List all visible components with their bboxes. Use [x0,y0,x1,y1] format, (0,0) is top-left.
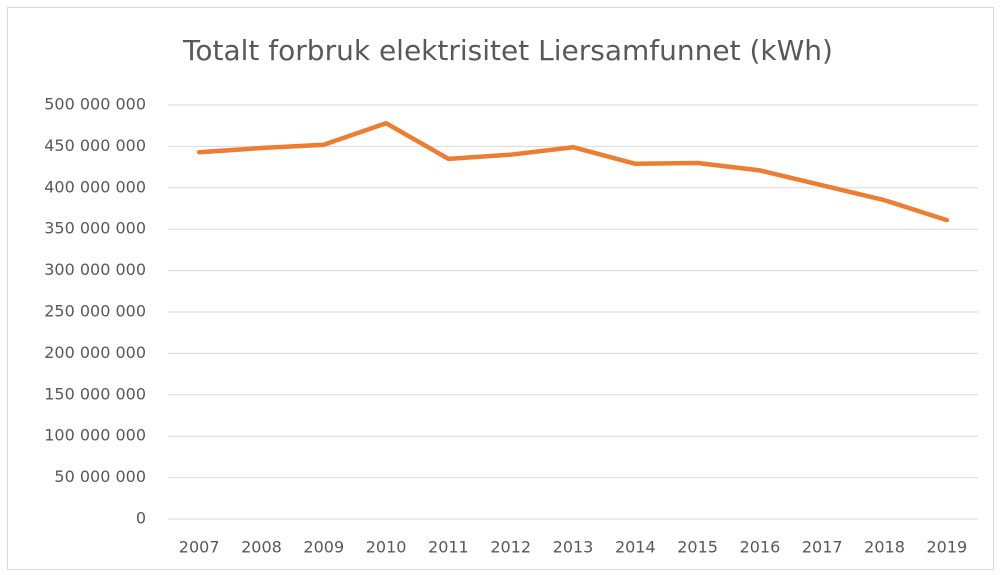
chart-title: Totalt forbruk elektrisitet Liersamfunne… [182,34,833,67]
data-line [196,120,950,223]
y-tick-label: 300 000 000 [44,260,146,279]
y-tick-label: 150 000 000 [44,384,146,403]
y-tick-label: 250 000 000 [44,302,146,321]
x-tick-label: 2013 [553,538,594,557]
x-tick-label: 2011 [428,538,469,557]
x-tick-label: 2015 [677,538,718,557]
y-tick-label: 0 [136,509,146,528]
y-tick-label: 400 000 000 [44,177,146,196]
x-tick-label: 2019 [926,538,967,557]
x-tick-label: 2007 [179,538,220,557]
y-tick-label: 500 000 000 [44,95,146,114]
x-tick-label: 2016 [740,538,781,557]
x-tick-label: 2014 [615,538,656,557]
y-tick-label: 350 000 000 [44,219,146,238]
x-tick-label: 2018 [864,538,905,557]
x-tick-label: 2010 [366,538,407,557]
y-tick-label: 200 000 000 [44,343,146,362]
x-tick-label: 2012 [490,538,531,557]
x-tick-label: 2009 [303,538,344,557]
x-tick-label: 2008 [241,538,282,557]
chart-border [7,7,994,570]
y-tick-label: 450 000 000 [44,136,146,155]
y-tick-label: 50 000 000 [54,467,146,486]
y-tick-label: 100 000 000 [44,426,146,445]
x-tick-label: 2017 [802,538,843,557]
